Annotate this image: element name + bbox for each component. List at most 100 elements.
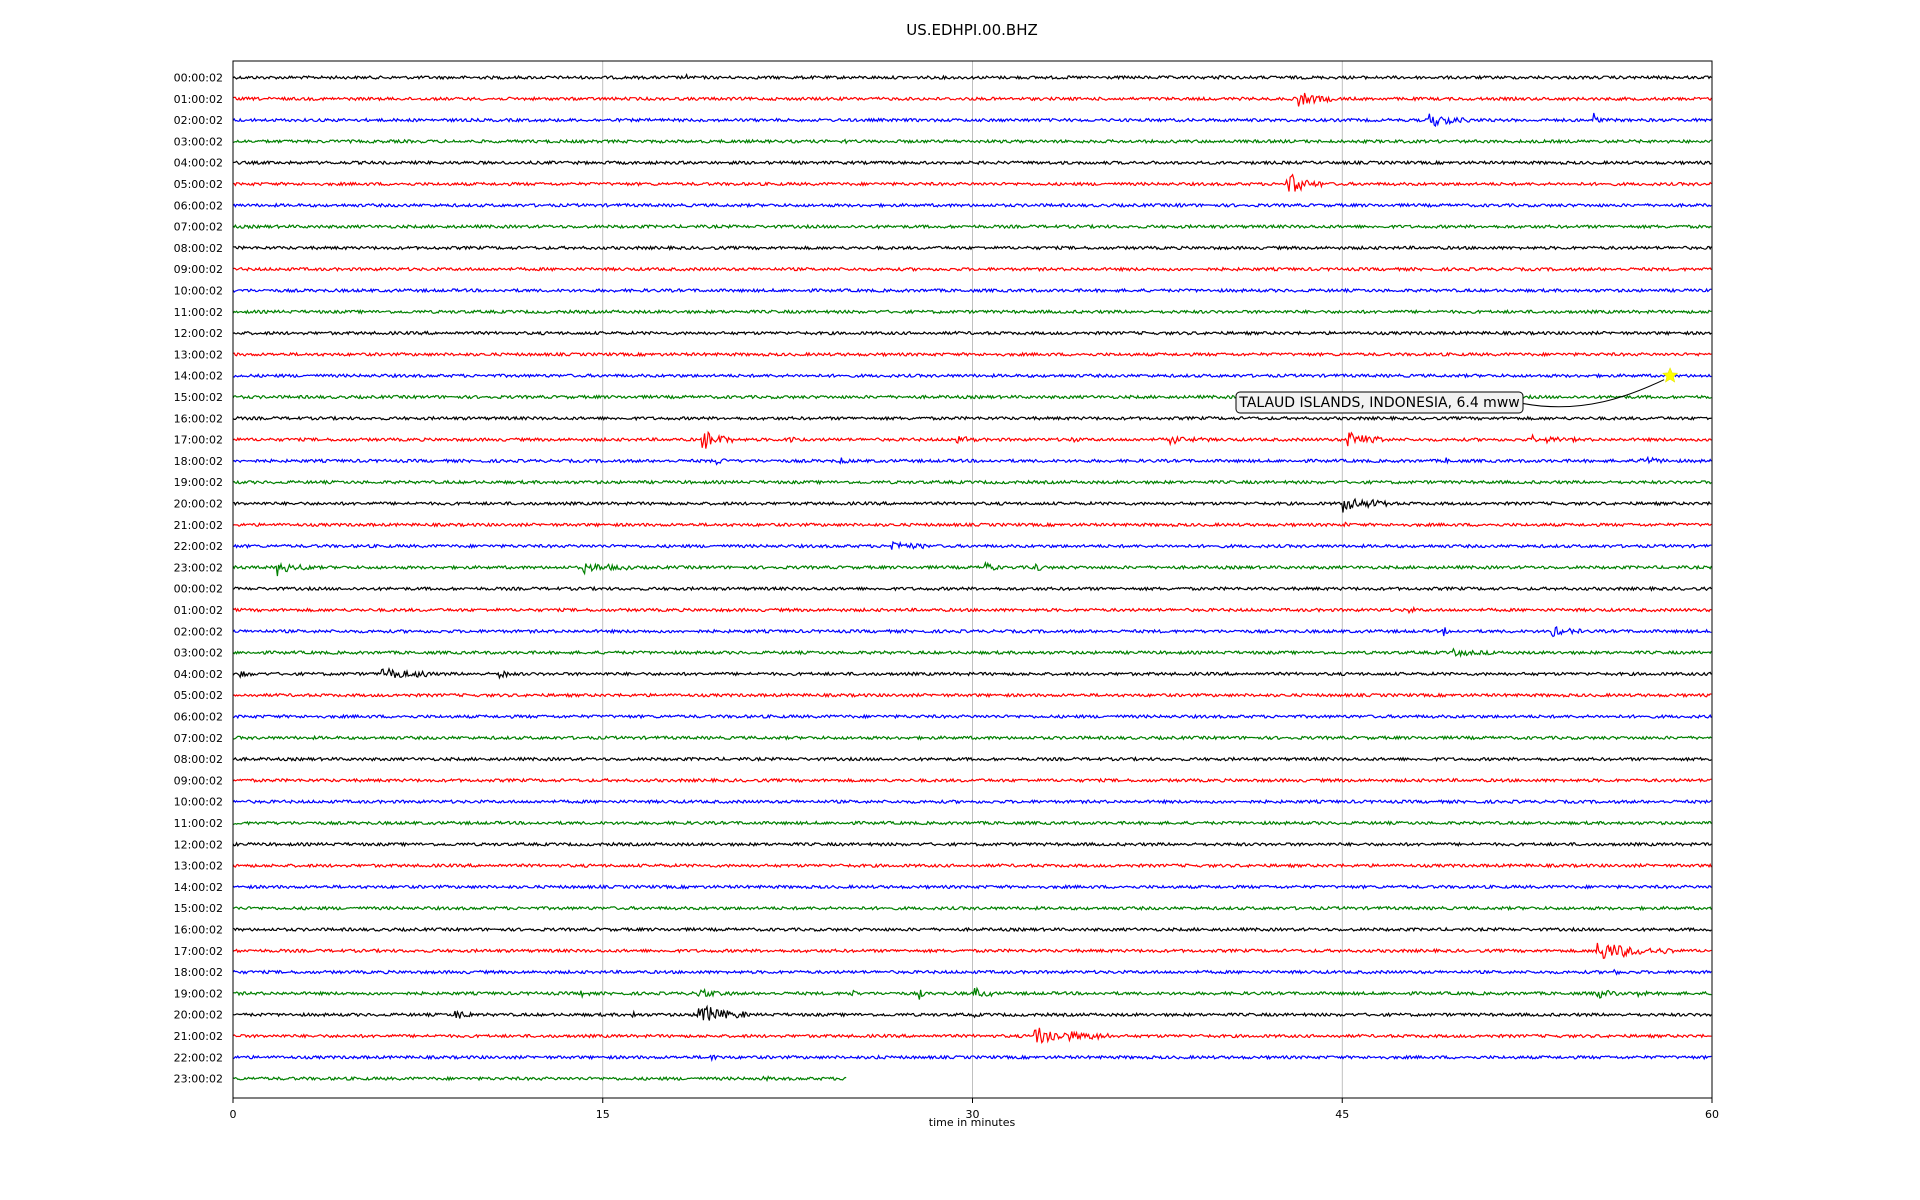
trace-row	[232, 479, 1712, 486]
row-time-label: 04:00:02	[174, 668, 223, 681]
row-time-label: 21:00:02	[174, 519, 223, 532]
row-time-label: 06:00:02	[174, 711, 223, 724]
row-time-label: 06:00:02	[174, 199, 223, 212]
trace-row	[232, 841, 1712, 848]
row-time-label: 19:00:02	[174, 987, 223, 1000]
trace-row	[232, 968, 1712, 976]
row-time-label: 00:00:02	[174, 583, 223, 596]
trace-row	[232, 72, 1712, 81]
row-time-label: 22:00:02	[174, 1051, 223, 1064]
trace-row	[232, 159, 1712, 166]
row-time-label: 12:00:02	[174, 327, 223, 340]
row-time-label: 14:00:02	[174, 881, 223, 894]
row-time-label: 03:00:02	[174, 135, 223, 148]
annotation-box	[1235, 391, 1524, 414]
trace-row	[232, 734, 1712, 741]
trace-row	[232, 266, 1712, 273]
trace-row	[232, 1075, 847, 1083]
annotation-text: TALAUD ISLANDS, INDONESIA, 6.4 mww	[1238, 395, 1519, 411]
trace-row	[232, 497, 1712, 513]
trace-row	[232, 905, 1712, 912]
trace-row	[232, 309, 1712, 315]
trace-row	[232, 138, 1712, 145]
x-tick-label: 15	[596, 1108, 610, 1121]
row-time-label: 12:00:02	[174, 838, 223, 851]
trace-row	[232, 244, 1712, 252]
trace-row	[232, 372, 1712, 379]
trace-layer	[232, 72, 1712, 1083]
plot-frame	[232, 60, 1713, 1099]
row-time-label: 07:00:02	[174, 221, 223, 234]
row-time-label: 10:00:02	[174, 796, 223, 809]
trace-row	[232, 202, 1712, 209]
chart-title: US.EDHPI.00.BHZ	[906, 21, 1038, 39]
row-time-label: 01:00:02	[174, 604, 223, 617]
row-time-label: 16:00:02	[174, 412, 223, 425]
trace-row	[232, 820, 1712, 827]
row-time-label: 15:00:02	[174, 902, 223, 915]
row-time-label: 05:00:02	[174, 689, 223, 702]
row-time-label: 23:00:02	[174, 1073, 223, 1086]
row-time-label: 18:00:02	[174, 966, 223, 979]
row-time-label: 02:00:02	[174, 114, 223, 127]
trace-row	[232, 777, 1712, 784]
annotation-arrow	[1522, 379, 1665, 408]
event-annotation: TALAUD ISLANDS, INDONESIA, 6.4 mww	[1235, 367, 1679, 414]
row-time-label: 17:00:02	[174, 434, 223, 447]
row-time-label: 23:00:02	[174, 561, 223, 574]
trace-row	[232, 223, 1712, 230]
row-time-label: 11:00:02	[174, 306, 223, 319]
row-time-label: 09:00:02	[174, 774, 223, 787]
trace-row	[232, 756, 1712, 763]
trace-row	[232, 1054, 1712, 1063]
trace-row	[232, 540, 1712, 550]
row-time-label: 08:00:02	[174, 242, 223, 255]
trace-row	[232, 1004, 1712, 1021]
trace-row	[232, 112, 1712, 128]
trace-row	[232, 713, 1712, 720]
x-tick-label: 30	[966, 1108, 980, 1121]
trace-row	[232, 926, 1712, 933]
trace-row	[232, 986, 1712, 1000]
trace-row	[232, 884, 1712, 890]
trace-row	[232, 455, 1712, 466]
row-time-label: 22:00:02	[174, 540, 223, 553]
trace-row	[232, 626, 1712, 638]
trace-row	[232, 560, 1712, 577]
row-time-label: 20:00:02	[174, 498, 223, 511]
row-time-label: 17:00:02	[174, 945, 223, 958]
row-time-label: 00:00:02	[174, 72, 223, 85]
trace-row	[232, 666, 1712, 680]
trace-row	[232, 1027, 1712, 1045]
trace-row	[232, 415, 1712, 422]
row-time-label: 01:00:02	[174, 93, 223, 106]
row-time-label: 21:00:02	[174, 1030, 223, 1043]
row-time-label: 04:00:02	[174, 157, 223, 170]
trace-row	[232, 647, 1712, 659]
row-time-label: 03:00:02	[174, 647, 223, 660]
row-time-label: 15:00:02	[174, 391, 223, 404]
x-axis-label: time in minutes	[929, 1116, 1016, 1129]
row-time-label: 05:00:02	[174, 178, 223, 191]
row-time-label: 14:00:02	[174, 370, 223, 383]
trace-row	[232, 287, 1712, 294]
trace-row	[232, 173, 1712, 193]
row-time-label: 16:00:02	[174, 924, 223, 937]
trace-row	[232, 521, 1712, 528]
trace-row	[232, 351, 1712, 358]
trace-row	[232, 692, 1712, 699]
grid-lines	[602, 61, 1343, 1098]
row-time-label: 07:00:02	[174, 732, 223, 745]
trace-row	[232, 585, 1712, 592]
trace-row	[232, 798, 1712, 805]
row-time-label: 20:00:02	[174, 1009, 223, 1022]
row-time-label: 13:00:02	[174, 348, 223, 361]
row-time-label: 08:00:02	[174, 753, 223, 766]
row-time-label: 11:00:02	[174, 817, 223, 830]
trace-row	[232, 330, 1712, 337]
row-time-label: 19:00:02	[174, 476, 223, 489]
row-time-label: 13:00:02	[174, 860, 223, 873]
row-time-label: 10:00:02	[174, 285, 223, 298]
